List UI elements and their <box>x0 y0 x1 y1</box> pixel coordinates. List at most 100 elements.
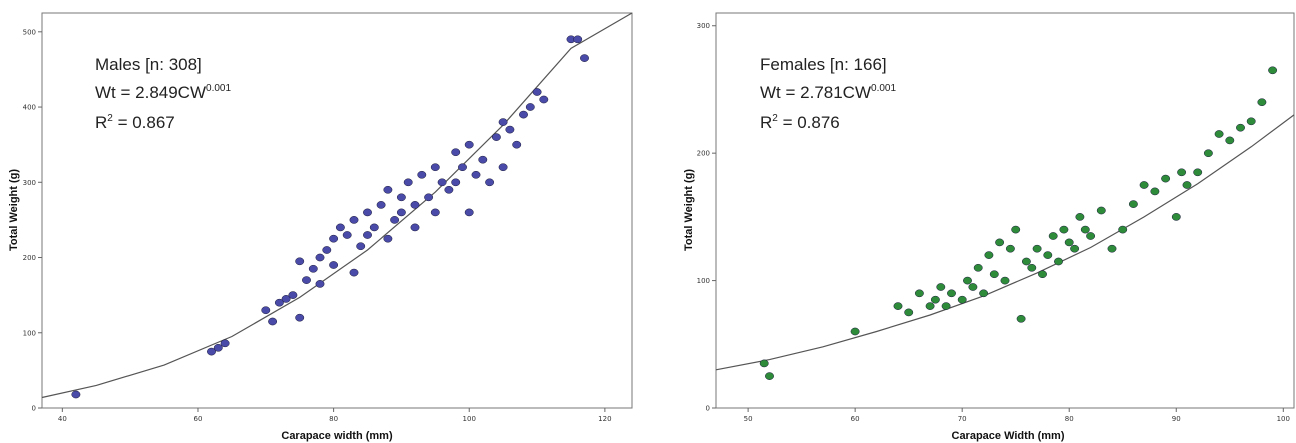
data-point <box>930 295 940 304</box>
chart-panel-females: 50 60 70 80 90 100 0 100 200 300 Females [n: 166]… <box>648 0 1296 443</box>
data-point <box>295 257 305 266</box>
data-point <box>1005 244 1015 253</box>
data-point <box>356 242 366 251</box>
x-tick-label: 60 <box>851 415 860 423</box>
annotation-equation: Wt = 2.849CW0.001 <box>95 83 231 102</box>
annotation-r-squared: R2 = 0.876 <box>760 113 840 132</box>
data-point <box>410 223 420 232</box>
data-point <box>505 125 515 134</box>
x-tick-label: 100 <box>1277 415 1290 423</box>
data-point <box>580 54 589 62</box>
data-point <box>302 276 311 284</box>
data-point <box>914 289 924 298</box>
data-point <box>925 302 935 310</box>
data-point <box>451 148 461 157</box>
data-point <box>1000 276 1010 285</box>
y-tick-label: 200 <box>697 150 710 158</box>
annotation-equation: Wt = 2.781CW0.001 <box>760 83 896 102</box>
x-axis-title: Carapace width (mm) <box>281 430 393 442</box>
males-scatter-chart: 40 60 80 100 120 0 100 200 300 400 500 Males [n: 3… <box>8 12 633 442</box>
data-point <box>369 223 379 232</box>
data-point <box>444 185 454 194</box>
fit-curve <box>41 12 633 399</box>
data-point <box>403 178 413 187</box>
data-point <box>512 140 522 149</box>
axis-ticks: 40 60 80 100 120 0 100 200 300 400 500 <box>23 28 612 423</box>
data-point <box>1246 117 1256 126</box>
data-point <box>1021 257 1031 266</box>
data-point <box>573 35 583 44</box>
data-point <box>349 216 359 224</box>
data-point <box>519 110 528 119</box>
data-point <box>268 317 278 326</box>
data-point <box>329 234 339 243</box>
data-point <box>1214 130 1224 138</box>
data-point <box>1118 225 1128 234</box>
data-point <box>342 231 352 239</box>
data-point <box>213 343 223 352</box>
data-point <box>1193 168 1203 177</box>
data-point <box>1064 238 1074 247</box>
data-point <box>207 347 216 356</box>
data-point <box>759 359 769 368</box>
data-point <box>1011 225 1021 234</box>
data-point <box>383 185 393 194</box>
data-point <box>498 163 508 172</box>
data-point <box>957 295 967 304</box>
data-point <box>437 178 447 187</box>
data-point <box>491 133 501 141</box>
data-point <box>1225 136 1235 145</box>
x-tick-label: 50 <box>744 415 753 423</box>
data-point <box>315 280 325 288</box>
data-point <box>1032 244 1042 253</box>
data-point <box>1075 213 1085 221</box>
data-point <box>308 264 318 273</box>
data-point <box>1128 200 1138 208</box>
annotation-line1: Females [n: 166] <box>760 55 887 74</box>
data-point <box>1080 225 1090 234</box>
axis-ticks: 50 60 70 80 90 100 0 100 200 300 <box>697 22 1290 423</box>
data-point <box>1043 251 1053 259</box>
data-point <box>383 234 393 243</box>
data-point <box>458 163 467 172</box>
y-tick-label: 300 <box>23 179 36 187</box>
x-tick-label: 80 <box>329 415 338 423</box>
data-point <box>363 231 372 239</box>
females-scatter-chart: 50 60 70 80 90 100 0 100 200 300 Females [n: 166]… <box>683 12 1295 442</box>
data-points <box>759 66 1278 380</box>
data-point <box>451 178 461 187</box>
data-point <box>532 88 542 96</box>
data-point <box>464 208 474 217</box>
data-point <box>281 295 291 303</box>
data-point <box>390 216 400 224</box>
data-point <box>220 339 230 348</box>
data-point <box>478 155 488 164</box>
data-point <box>979 289 989 298</box>
data-point <box>261 306 271 315</box>
data-point <box>1048 232 1058 240</box>
data-point <box>1268 66 1278 75</box>
data-point <box>471 170 481 179</box>
data-point <box>765 372 774 380</box>
data-point <box>71 390 81 399</box>
plot-frame <box>41 12 633 409</box>
data-point <box>1054 257 1063 266</box>
data-point <box>1107 244 1117 253</box>
data-point <box>410 201 420 209</box>
data-point <box>1059 225 1069 234</box>
annotation-r-squared: R2 = 0.867 <box>95 113 175 132</box>
data-point <box>349 268 359 277</box>
data-point <box>973 263 983 272</box>
data-point <box>295 313 305 322</box>
data-point <box>315 253 325 262</box>
data-point <box>1150 187 1160 196</box>
data-point <box>539 95 549 104</box>
y-axis-title: Total Weight (g) <box>8 169 20 251</box>
data-point <box>1096 206 1106 215</box>
data-point <box>963 276 972 285</box>
data-point <box>396 193 406 202</box>
data-point <box>941 302 951 310</box>
data-point <box>1236 123 1245 132</box>
data-point <box>893 302 903 310</box>
y-axis-title: Total Weight (g) <box>683 169 695 251</box>
